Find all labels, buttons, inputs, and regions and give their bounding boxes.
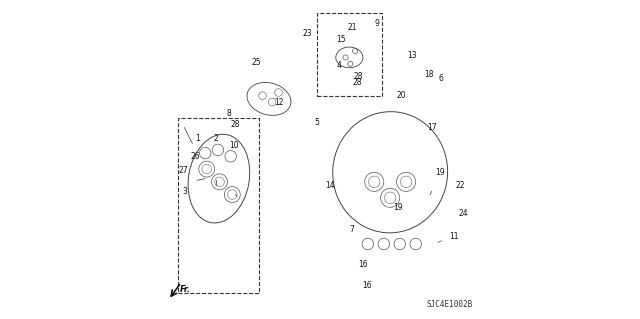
Text: 28: 28: [353, 72, 363, 81]
Bar: [178, 118, 259, 293]
Text: 22: 22: [456, 181, 465, 189]
Text: 23: 23: [303, 29, 312, 38]
Text: 28: 28: [353, 78, 362, 87]
Text: 15: 15: [336, 35, 346, 44]
Text: 20: 20: [397, 91, 406, 100]
Text: 5: 5: [314, 118, 319, 127]
Text: 3: 3: [182, 187, 187, 196]
Text: 28: 28: [230, 120, 240, 129]
Text: 11: 11: [449, 232, 459, 241]
Text: 7: 7: [349, 225, 355, 234]
Text: 21: 21: [347, 23, 356, 32]
Text: 16: 16: [358, 260, 368, 269]
Text: 26: 26: [191, 152, 200, 161]
Text: 17: 17: [427, 123, 436, 132]
Text: 24: 24: [459, 209, 468, 218]
Text: 12: 12: [274, 98, 284, 107]
Text: 6: 6: [439, 74, 444, 83]
Text: 19: 19: [435, 168, 444, 177]
Text: 13: 13: [408, 51, 417, 60]
Text: 9: 9: [375, 19, 380, 28]
Text: 18: 18: [424, 70, 433, 79]
Text: 16: 16: [362, 281, 372, 290]
Text: 8: 8: [227, 109, 232, 118]
Text: Fr.: Fr.: [180, 285, 191, 293]
Text: 1: 1: [195, 134, 200, 143]
Text: 2: 2: [214, 134, 219, 143]
Text: 14: 14: [324, 181, 334, 189]
Text: 4: 4: [337, 61, 342, 70]
Text: 27: 27: [178, 166, 188, 175]
Bar: [317, 13, 382, 96]
Text: 19: 19: [394, 203, 403, 212]
Text: 10: 10: [229, 141, 239, 150]
Text: 25: 25: [252, 58, 261, 67]
Text: SJC4E1002B: SJC4E1002B: [427, 300, 473, 309]
